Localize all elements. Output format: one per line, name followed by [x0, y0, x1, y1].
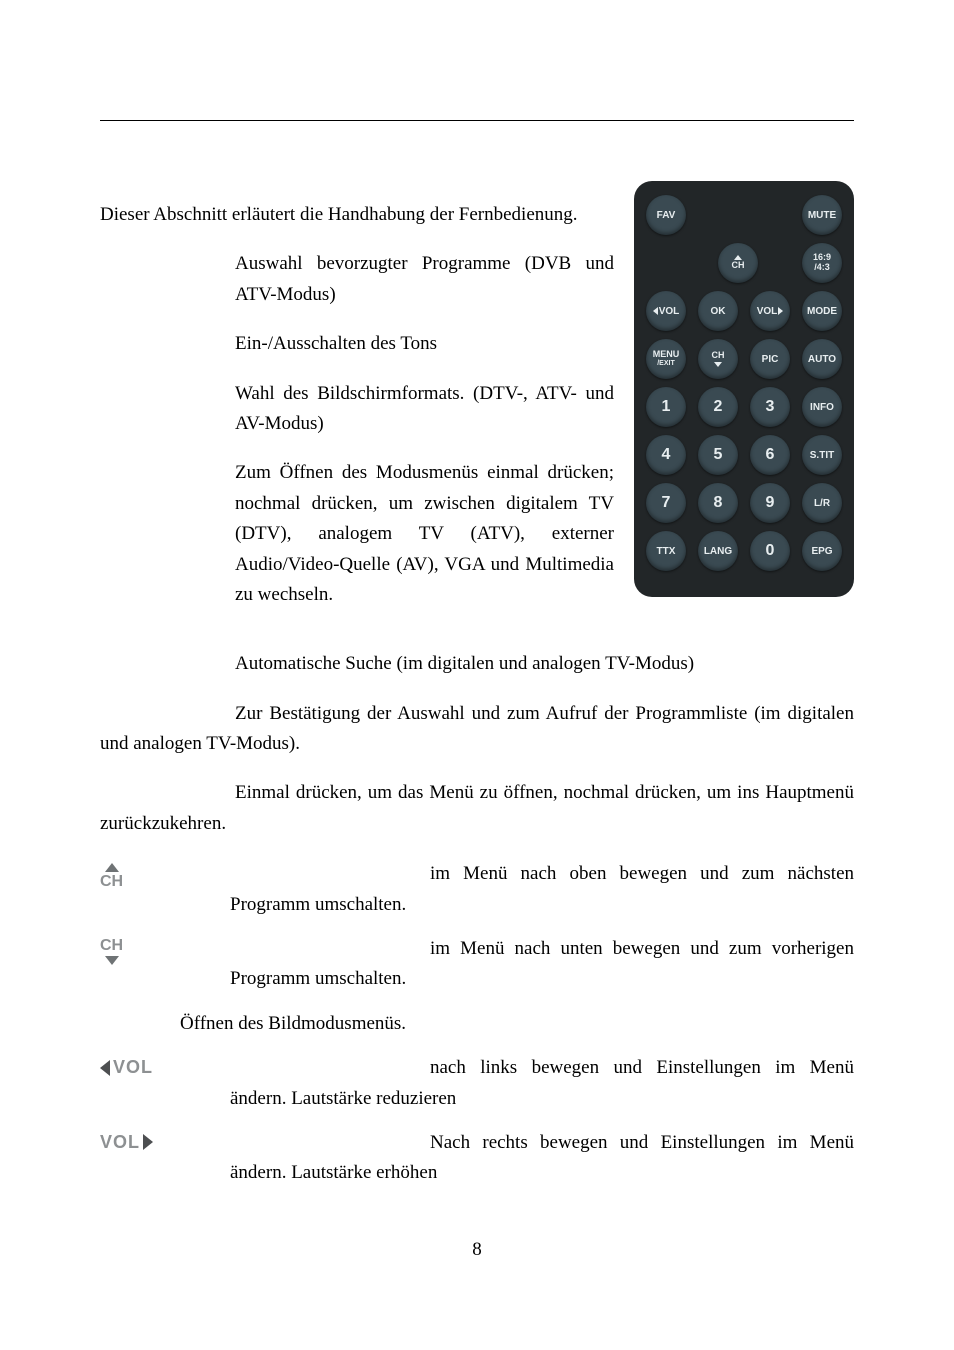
remote-illustration: FAV MUTE CH 16:9/4:3 VOL OK VOL MODE MEN…	[634, 181, 854, 597]
entry-ok: Zur Bestätigung der Auswahl und zum Aufr…	[100, 699, 854, 760]
remote-btn-ch-down: CH	[698, 339, 738, 379]
remote-btn-fav: FAV	[646, 195, 686, 235]
ch-label: CH	[100, 938, 123, 954]
remote-btn-ch-up: CH	[718, 243, 758, 283]
remote-btn-info: INFO	[802, 387, 842, 427]
manual-page: FAV MUTE CH 16:9/4:3 VOL OK VOL MODE MEN…	[0, 0, 954, 1321]
remote-btn-menu: MENU/EXIT	[646, 339, 686, 379]
remote-btn-7: 7	[646, 483, 686, 523]
remote-btn-pic: PIC	[750, 339, 790, 379]
entry-menu: Einmal drücken, um das Menü zu öffnen, n…	[100, 778, 854, 839]
entry-vol-right-text: Nach rechts bewegen und Einstellungen im…	[230, 1132, 854, 1183]
ch-up-icon: CH	[100, 863, 123, 890]
vol-left-icon: VOL	[100, 1057, 153, 1078]
row-ch-up: CH im Menü nach oben bewegen und zum näc…	[100, 859, 854, 920]
remote-btn-1: 1	[646, 387, 686, 427]
entry-vol-left: nach links bewegen und Einstellungen im …	[180, 1053, 854, 1114]
header-rule	[100, 120, 854, 121]
remote-btn-9: 9	[750, 483, 790, 523]
remote-btn-4: 4	[646, 435, 686, 475]
vol-label: VOL	[113, 1057, 153, 1078]
remote-btn-aspect: 16:9/4:3	[802, 243, 842, 283]
remote-btn-auto: AUTO	[802, 339, 842, 379]
entry-ch-up: im Menü nach oben bewegen und zum nächst…	[180, 859, 854, 920]
remote-btn-6: 6	[750, 435, 790, 475]
remote-btn-epg: EPG	[802, 531, 842, 571]
row-ch-down: CH im Menü nach unten bewegen und zum vo…	[100, 934, 854, 995]
vol-label: VOL	[100, 1132, 140, 1153]
remote-btn-mute: MUTE	[802, 195, 842, 235]
remote-btn-0: 0	[750, 531, 790, 571]
remote-body: FAV MUTE CH 16:9/4:3 VOL OK VOL MODE MEN…	[634, 181, 854, 597]
remote-btn-ttx: TTX	[646, 531, 686, 571]
content-flow: FAV MUTE CH 16:9/4:3 VOL OK VOL MODE MEN…	[100, 181, 854, 629]
entry-ch-down-text: im Menü nach unten bewegen und zum vorhe…	[230, 938, 854, 989]
remote-btn-stit: S.TIT	[802, 435, 842, 475]
page-number: 8	[100, 1239, 854, 1261]
ch-label: CH	[100, 874, 123, 890]
row-pic: Öffnen des Bildmodusmenüs.	[100, 1009, 854, 1039]
remote-btn-mode: MODE	[802, 291, 842, 331]
vol-right-icon: VOL	[100, 1132, 153, 1153]
entry-ch-up-text: im Menü nach oben bewegen und zum nächst…	[230, 863, 854, 914]
entry-ch-down: im Menü nach unten bewegen und zum vorhe…	[180, 934, 854, 995]
entry-auto: Automatische Suche (im digitalen und ana…	[100, 649, 854, 679]
row-vol-right: VOL Nach rechts bewegen und Einstellunge…	[100, 1128, 854, 1189]
ch-down-icon: CH	[100, 938, 123, 965]
remote-btn-lr: L/R	[802, 483, 842, 523]
entry-vol-right: Nach rechts bewegen und Einstellungen im…	[180, 1128, 854, 1189]
icon-definitions: CH im Menü nach oben bewegen und zum näc…	[100, 859, 854, 1189]
row-vol-left: VOL nach links bewegen und Einstellungen…	[100, 1053, 854, 1114]
remote-btn-5: 5	[698, 435, 738, 475]
remote-btn-3: 3	[750, 387, 790, 427]
remote-btn-2: 2	[698, 387, 738, 427]
entry-vol-left-text: nach links bewegen und Einstellungen im …	[230, 1057, 854, 1108]
remote-btn-vol-right: VOL	[750, 291, 790, 331]
remote-btn-lang: LANG	[698, 531, 738, 571]
remote-btn-ok: OK	[698, 291, 738, 331]
remote-btn-vol-left: VOL	[646, 291, 686, 331]
entry-pic: Öffnen des Bildmodusmenüs.	[180, 1009, 854, 1039]
remote-btn-8: 8	[698, 483, 738, 523]
